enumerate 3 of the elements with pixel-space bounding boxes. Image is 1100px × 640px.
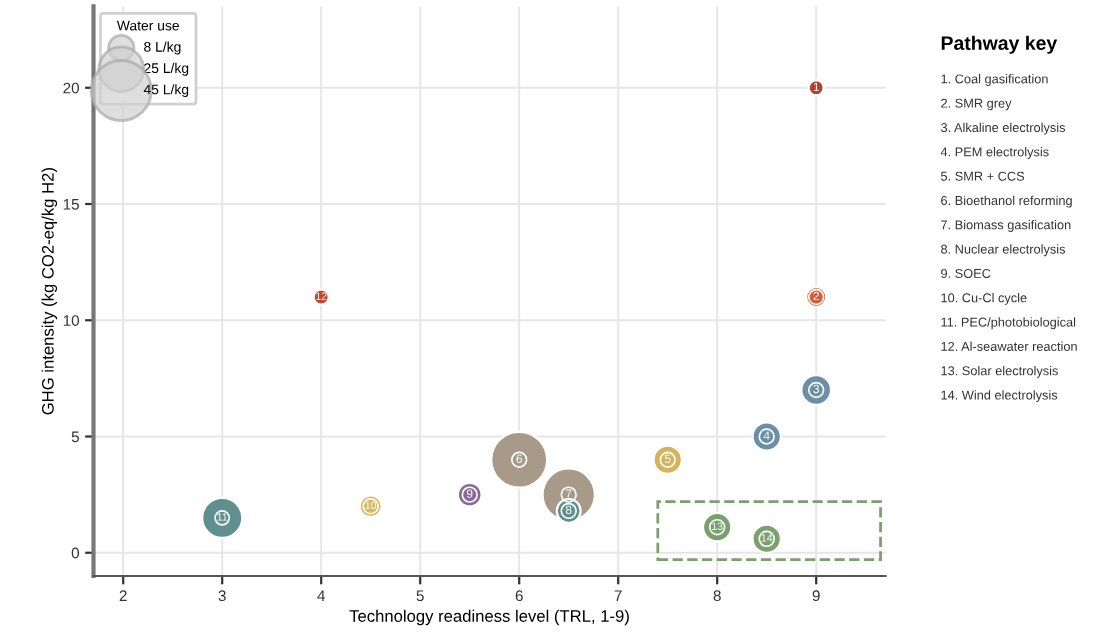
- text: Pathway key: [941, 35, 1058, 54]
- x-axis-title: Technology readiness level (TRL, 1-9): [349, 609, 629, 626]
- y-axis-title: GHG intensity (kg CO2-eq/kg H2): [41, 168, 58, 415]
